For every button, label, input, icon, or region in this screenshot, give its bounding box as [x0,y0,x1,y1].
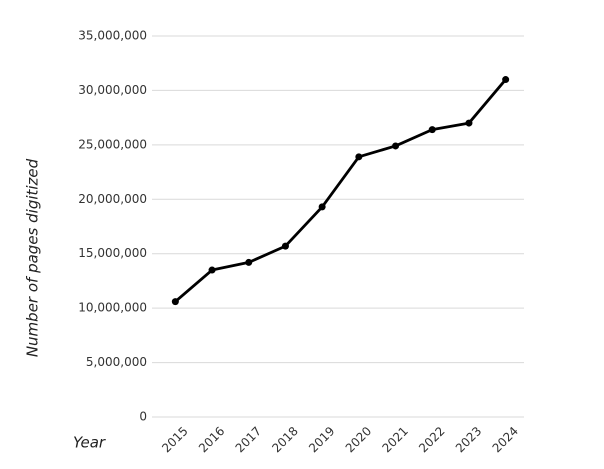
data-point [392,142,400,150]
data-point [318,203,326,211]
x-tick-label: 2020 [343,424,374,455]
y-tick-label: 35,000,000 [78,29,147,43]
data-point [502,76,510,84]
x-tick-label: 2019 [306,424,337,455]
y-tick-label: 15,000,000 [78,246,147,260]
data-point [245,258,253,266]
x-tick-label: 2016 [196,424,227,455]
y-tick-label: 20,000,000 [78,192,147,206]
x-tick-label: 2021 [379,424,410,455]
data-point [171,298,179,306]
y-tick-label: 0 [139,410,147,424]
y-tick-label: 25,000,000 [78,137,147,151]
x-tick-label: 2024 [490,424,521,455]
x-tick-label: 2017 [233,424,264,455]
data-point [428,126,436,134]
y-tick-label: 30,000,000 [78,83,147,97]
x-tick-label: 2015 [159,424,190,455]
y-tick-label: 5,000,000 [86,355,147,369]
data-point [465,119,473,127]
y-axis-title: Number of pages digitized [24,158,42,357]
data-point [208,266,216,274]
x-tick-label: 2022 [416,424,447,455]
y-tick-label: 10,000,000 [78,301,147,315]
data-line [174,78,507,303]
x-axis-title: Year [73,434,106,452]
data-point [281,242,289,250]
x-tick-label: 2023 [453,424,484,455]
x-tick-label: 2018 [269,424,300,455]
data-point [355,153,363,161]
